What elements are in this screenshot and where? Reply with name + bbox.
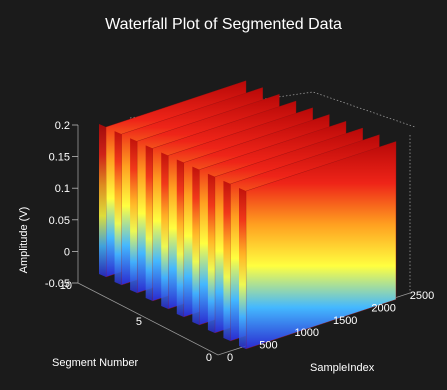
x-axis-label: SampleIndex: [310, 362, 375, 374]
segment-slab-side-8: [130, 138, 138, 293]
segment-slab-side-10: [99, 124, 106, 277]
z-tick-label: 0.1: [55, 183, 70, 195]
segment-slab-side-4: [192, 166, 200, 325]
segment-slab-side-7: [145, 145, 153, 301]
z-tick-label: 0.05: [49, 215, 70, 227]
y-axis-label: Segment Number: [52, 357, 139, 369]
segment-slab-side-2: [223, 180, 231, 341]
y-tick-label: 0: [206, 352, 212, 364]
z-tick-label: 0.2: [55, 120, 70, 132]
box-back-wall-edge: [129, 91, 416, 128]
x-tick-label: 500: [259, 340, 277, 352]
segment-slab-side-6: [161, 152, 169, 309]
x-tick-label: 1000: [295, 327, 319, 339]
y-tick-label: 10: [60, 280, 72, 292]
y-tick-label: 5: [136, 316, 142, 328]
z-tick-label: 0: [64, 246, 70, 258]
z-tick-label: 0.15: [49, 152, 70, 164]
segment-slab-side-3: [207, 173, 215, 333]
z-tick-label: -0.05: [45, 278, 70, 290]
z-axis-label: Amplitude (V): [18, 207, 30, 274]
segment-slab-side-9: [114, 131, 122, 285]
x-tick-label: 1500: [333, 315, 357, 327]
segment-slab-side-1: [239, 188, 246, 349]
x-tick-label: 2500: [410, 290, 434, 302]
chart-title: Waterfall Plot of Segmented Data: [105, 16, 342, 33]
segment-slabs: [99, 80, 397, 350]
x-tick-label: 2000: [371, 302, 395, 314]
segment-slab-side-5: [176, 159, 184, 317]
axis-ticks: -0.05 0 0.05 0.1 0.15 0.2 0 5 10 0 500 1000 1500 2000…: [45, 120, 434, 364]
x-tick-label: 0: [227, 352, 233, 364]
